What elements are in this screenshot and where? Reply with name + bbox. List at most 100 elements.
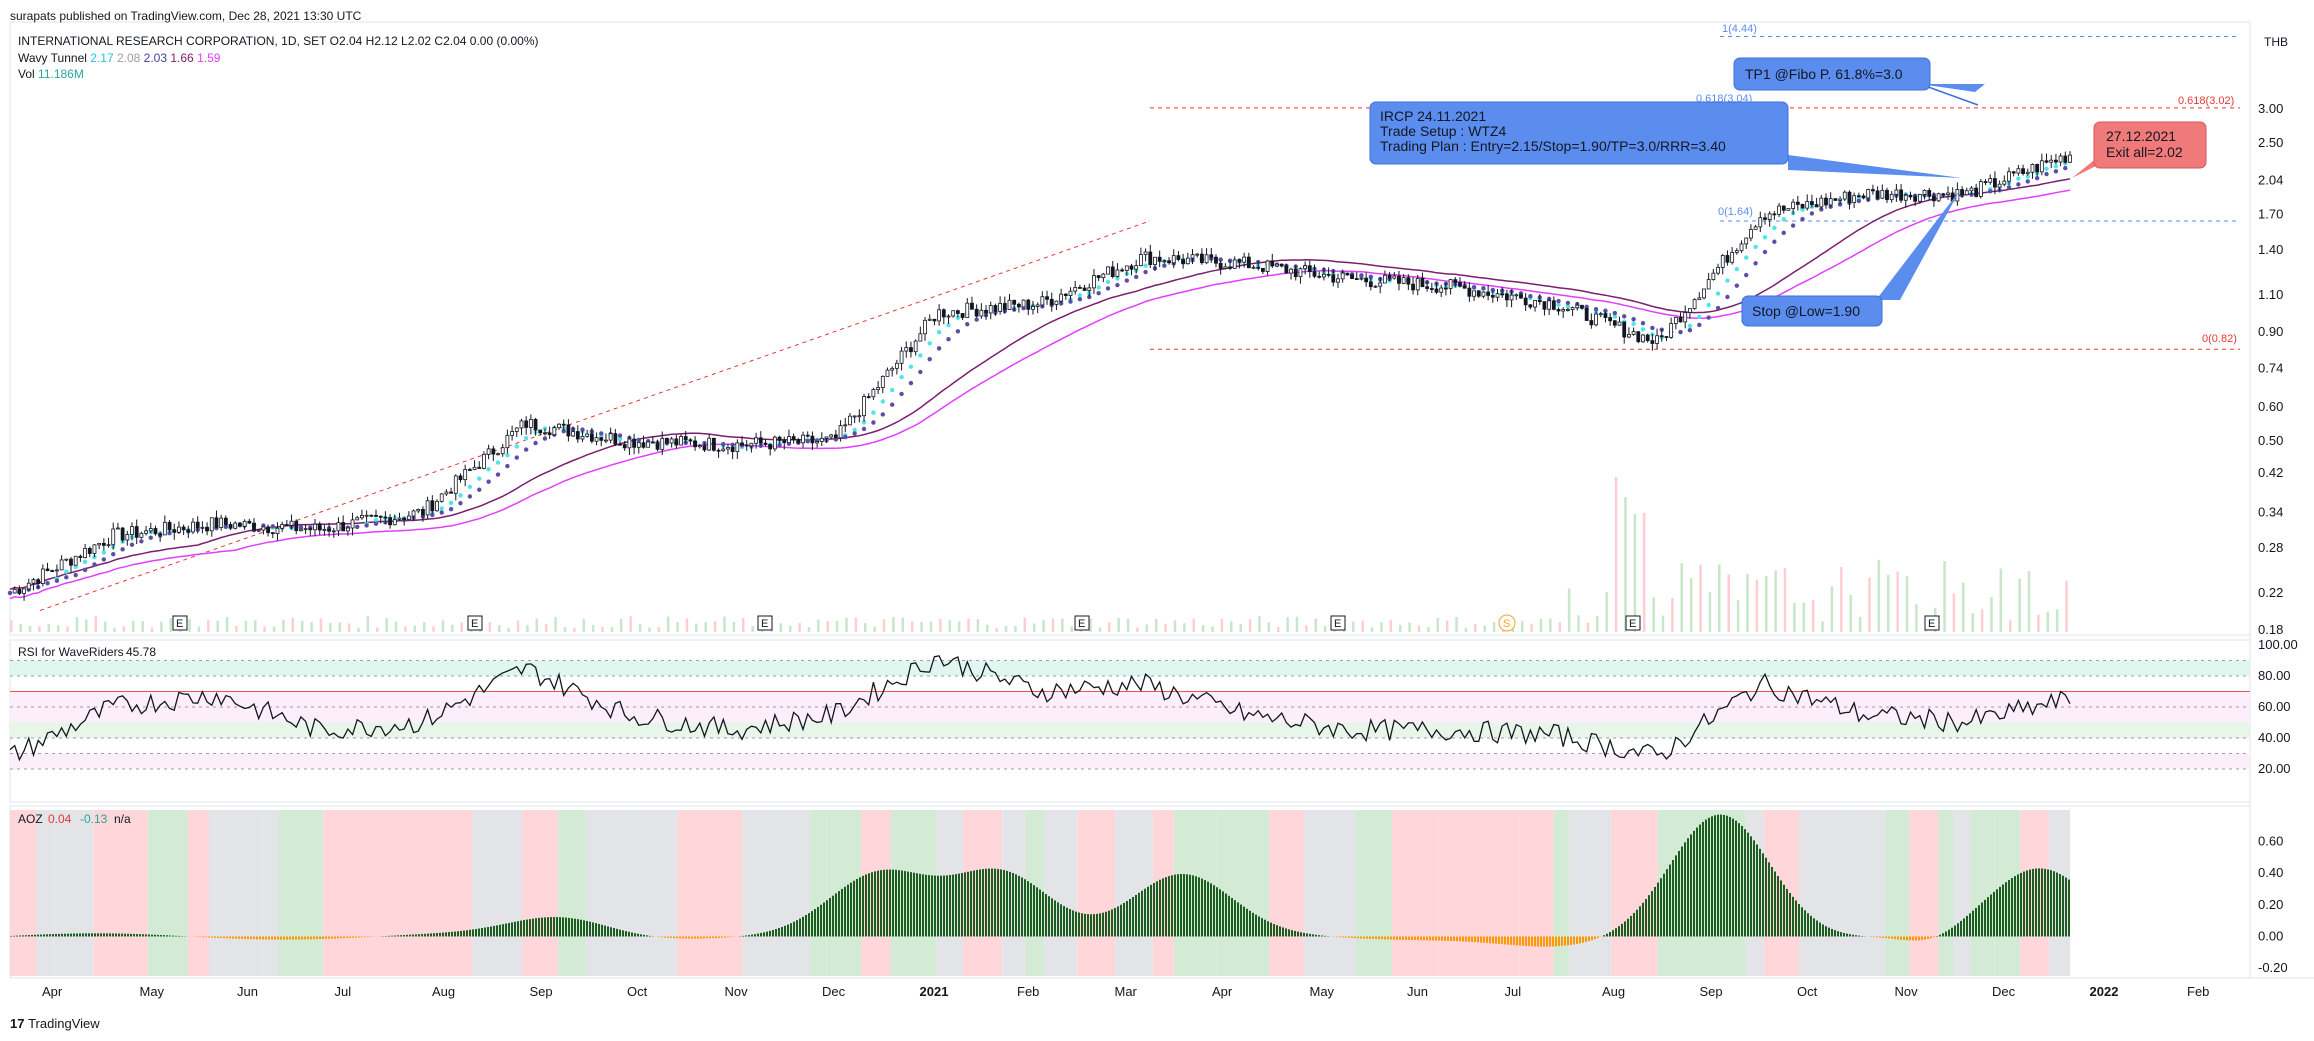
- aoz-bar: [913, 872, 915, 937]
- candle-body: [496, 453, 500, 456]
- aoz-bar: [418, 934, 420, 937]
- candle-body: [1307, 265, 1312, 272]
- candle-body: [317, 523, 322, 531]
- aoz-bar: [637, 933, 639, 937]
- aoz-bar: [232, 936, 234, 939]
- volume-bar: [1032, 623, 1036, 632]
- candle-body: [2025, 171, 2030, 174]
- candle-body: [1340, 272, 1345, 280]
- stop-callout[interactable]: Stop @Low=1.90: [1741, 190, 1960, 327]
- candle-body: [1350, 274, 1354, 280]
- tradingview-logo[interactable]: 17 TradingView: [10, 1016, 100, 1031]
- aoz-bar: [1813, 918, 1815, 937]
- candle-body: [1880, 189, 1885, 199]
- aoz-bar: [58, 933, 60, 937]
- tunnel-fast-dots: [908, 364, 914, 369]
- aoz-zone: [1043, 810, 1078, 976]
- candle-body: [1195, 253, 1200, 256]
- tunnel-slow-dots: [617, 433, 623, 438]
- aoz-bar: [676, 936, 678, 939]
- aoz-bar: [142, 934, 144, 937]
- aoz-bar: [295, 936, 297, 940]
- tp1-callout[interactable]: TP1 @Fibo P. 61.8%=3.0: [1733, 57, 1985, 106]
- exit-callout[interactable]: 27.12.2021 Exit all=2.02: [2072, 121, 2207, 178]
- candle-body: [1659, 335, 1664, 338]
- volume-bar: [1361, 620, 1364, 632]
- volume-bar: [1239, 623, 1242, 632]
- aoz-bar: [1102, 912, 1104, 937]
- aoz-bar: [586, 921, 588, 937]
- aoz-bar: [1186, 874, 1188, 937]
- tunnel-slow-dots: [899, 391, 904, 397]
- candle-body: [1505, 293, 1509, 301]
- tunnel-slow-dots: [373, 521, 379, 526]
- aoz-bar: [1606, 933, 1608, 937]
- aoz-bar: [1390, 936, 1392, 940]
- vol-value: 11.186M: [38, 67, 84, 81]
- aoz-bar: [1702, 821, 1704, 937]
- aoz-bar: [1270, 922, 1272, 937]
- candle-body: [392, 519, 397, 526]
- price-tick: 3.00: [2258, 101, 2283, 116]
- candle-body: [1378, 282, 1383, 287]
- aoz-bar: [412, 934, 414, 937]
- aoz-bar: [244, 936, 246, 940]
- candle-body: [974, 308, 979, 317]
- candle-body: [1331, 274, 1336, 283]
- candle-body: [1059, 293, 1064, 302]
- candle-body: [1913, 196, 1918, 202]
- tunnel-slow-dots: [871, 420, 876, 425]
- aoz-bar: [1396, 936, 1398, 940]
- aoz-zone: [1994, 810, 2021, 976]
- candle-body: [970, 302, 974, 310]
- volume-bar: [929, 621, 933, 632]
- aoz-bar: [934, 875, 936, 937]
- aoz-bar: [358, 936, 360, 938]
- aoz-bar: [919, 873, 921, 937]
- volume-bar: [254, 620, 257, 632]
- price-pane[interactable]: [9, 21, 2251, 636]
- candle-body: [890, 367, 895, 371]
- aoz-bar: [1504, 936, 1506, 945]
- aoz-bar: [1756, 844, 1758, 937]
- aoz-zone: [1477, 810, 1520, 976]
- aoz-bar: [1771, 866, 1773, 937]
- volume-bar: [1858, 616, 1862, 632]
- aoz-bar: [1639, 906, 1641, 937]
- aoz-bar: [958, 873, 960, 937]
- trade-plan-callout[interactable]: IRCP 24.11.2021 Trade Setup : WTZ4 Tradi…: [1369, 101, 1962, 178]
- candle-body: [552, 427, 557, 436]
- candle-body: [636, 442, 641, 448]
- aoz-zone: [471, 810, 522, 976]
- aoz-bar: [820, 904, 822, 937]
- candle-body: [1551, 300, 1556, 310]
- volume-bar: [488, 622, 492, 632]
- exit-line-1: 27.12.2021: [2106, 128, 2176, 144]
- aoz-bar: [556, 917, 558, 937]
- aoz-bar: [262, 936, 264, 940]
- candle-body: [665, 437, 669, 444]
- aoz-zone: [774, 810, 811, 976]
- candle-body: [862, 396, 866, 417]
- aoz-bar: [1954, 925, 1956, 937]
- candle-body: [815, 441, 820, 444]
- volume-bar: [1070, 626, 1074, 632]
- candle-body: [880, 375, 885, 388]
- candle-body: [796, 439, 801, 444]
- volume-bar: [732, 621, 736, 632]
- volume-bar: [845, 617, 848, 632]
- aoz-bar: [1288, 929, 1290, 937]
- candle-body: [186, 529, 191, 533]
- candle-body: [1176, 255, 1181, 260]
- candle-body: [1753, 226, 1758, 230]
- candle-body: [2021, 168, 2025, 174]
- aoz-bar: [1849, 934, 1851, 937]
- aoz-bar: [1699, 824, 1701, 937]
- aoz-bar: [268, 936, 270, 940]
- candle-body: [134, 526, 139, 538]
- aoz-bar: [994, 868, 996, 937]
- tunnel-slow-dots: [1706, 315, 1711, 320]
- aoz-bar: [1354, 936, 1356, 939]
- volume-bar: [85, 619, 88, 632]
